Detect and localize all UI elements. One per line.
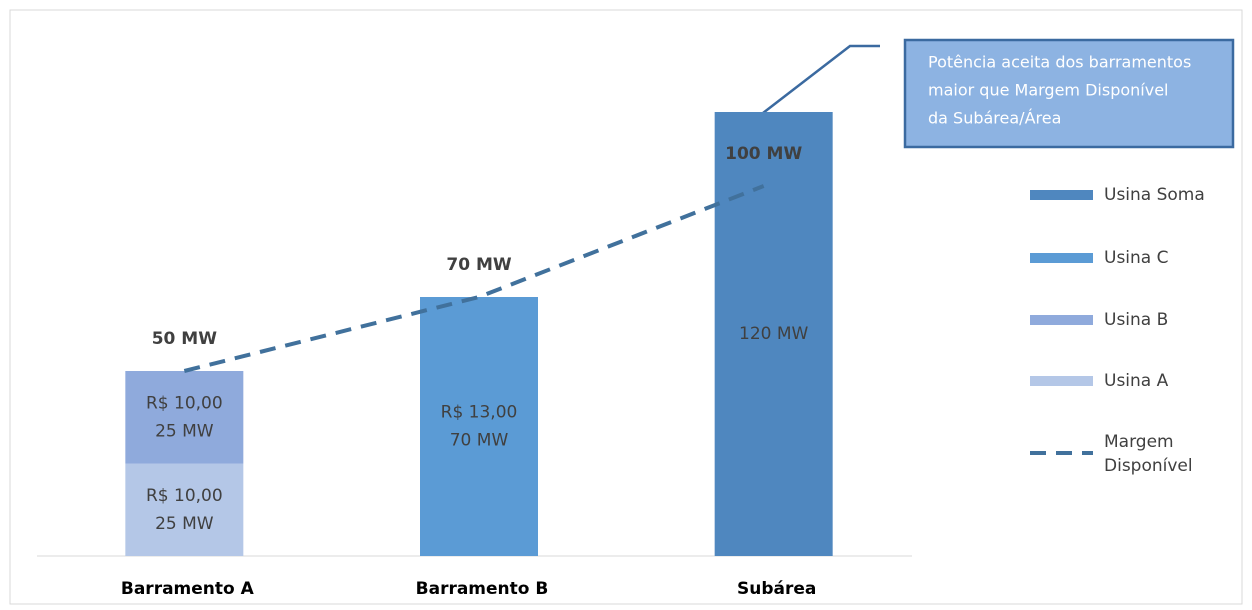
legend-swatch: [1030, 253, 1093, 263]
callout-box: [903, 38, 1235, 149]
data-label: 70 MW: [450, 431, 509, 451]
margin-line: [183, 184, 765, 373]
legend-swatch: [1030, 376, 1093, 386]
bar-segment: [420, 297, 538, 556]
data-label: 25 MW: [155, 421, 214, 441]
legend-label: Usina C: [1104, 248, 1169, 268]
price-label: R$ 10,00: [146, 393, 223, 413]
bar-segment: [125, 463, 244, 556]
legend-label: Margem Disponível: [1104, 432, 1193, 476]
callout-leader: [762, 44, 880, 114]
x-tick-label: Barramento A: [121, 579, 255, 599]
legend-label: Usina A: [1104, 371, 1169, 391]
line-label: 100 MW: [725, 144, 802, 164]
annotation: da Subárea/Área: [928, 109, 1061, 128]
bar-segment: [714, 112, 833, 556]
x-tick-label: Barramento B: [416, 579, 549, 599]
line-label: 70 MW: [446, 255, 511, 275]
data-label: 120 MW: [739, 324, 809, 344]
legend-label: Usina Soma: [1104, 185, 1205, 205]
price-label: R$ 13,00: [441, 403, 518, 423]
annotation: maior que Margem Disponível: [928, 81, 1168, 100]
annotation: Potência aceita dos barramentos: [928, 53, 1191, 72]
legend-swatch: [1030, 315, 1093, 325]
line-label: 50 MW: [152, 329, 217, 349]
data-label: 25 MW: [155, 514, 214, 534]
legend-swatch: [1030, 190, 1093, 200]
legend-label: Usina B: [1104, 310, 1169, 330]
bar-segment: [125, 371, 244, 464]
x-tick-label: Subárea: [737, 579, 816, 599]
price-label: R$ 10,00: [146, 486, 223, 506]
